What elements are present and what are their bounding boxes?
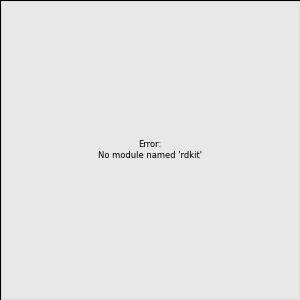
Text: Error:
No module named 'rdkit': Error: No module named 'rdkit' xyxy=(98,140,202,160)
